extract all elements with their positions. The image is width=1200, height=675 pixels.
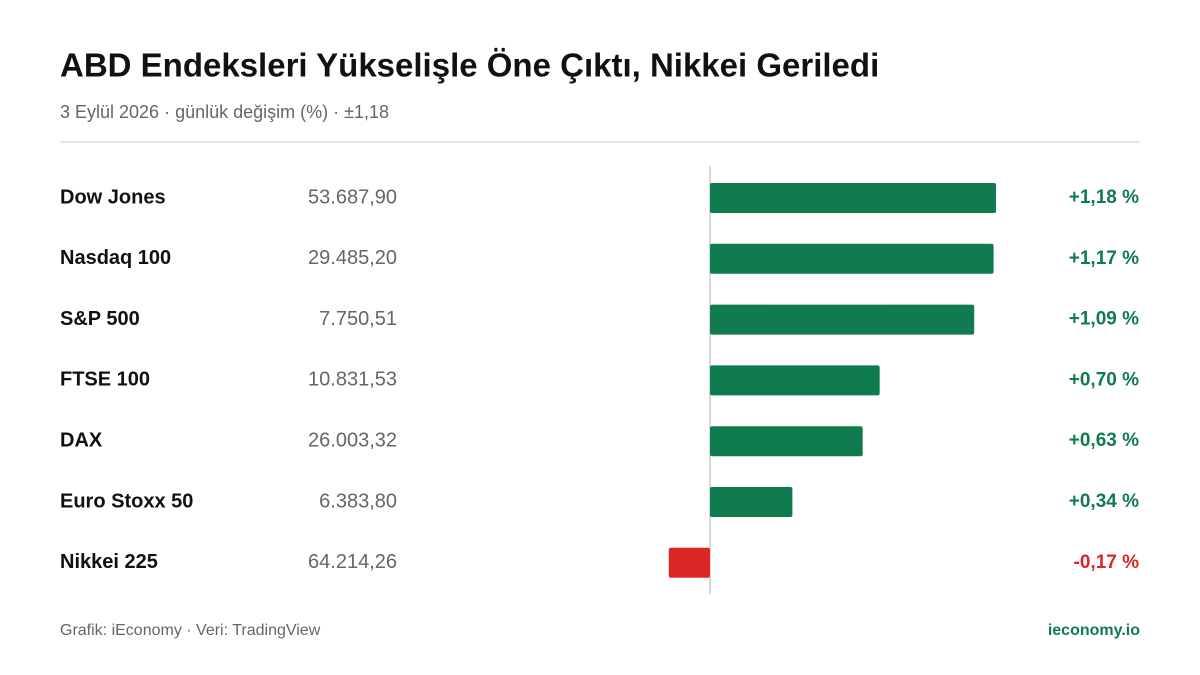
price-label: 29.485,20 [308,247,397,269]
value-label: -0,17 % [1074,552,1140,573]
bar [710,487,793,517]
bar [710,243,994,274]
price-label: 10.831,53 [308,369,397,391]
price-label: 53.687,90 [308,186,397,208]
category-label: S&P 500 [60,308,140,330]
category-label: Nikkei 225 [60,551,158,573]
category-label: DAX [60,429,103,451]
category-label: FTSE 100 [60,369,150,391]
bar [710,365,880,396]
brand: ieconomy.io [1048,622,1140,639]
bar [710,426,863,457]
bar [710,304,975,335]
category-label: Nasdaq 100 [60,247,171,269]
source-note: Grafik: iEconomy · Veri: TradingView [60,622,321,639]
value-label: +0,70 % [1069,369,1139,390]
price-label: 64.214,26 [308,551,397,573]
value-label: +1,18 % [1069,187,1139,208]
value-label: +0,63 % [1069,430,1139,451]
price-label: 26.003,32 [308,429,397,451]
value-label: +1,09 % [1069,309,1139,330]
bar [710,183,996,213]
category-label: Euro Stoxx 50 [60,490,193,512]
value-label: +1,17 % [1069,248,1139,269]
chart-title: ABD Endeksleri Yükselişle Öne Çıktı, Nik… [60,47,879,84]
price-label: 6.383,80 [319,490,397,512]
bar [668,547,710,578]
chart-subtitle: 3 Eylül 2026 · günlük değişim (%) · ±1,1… [60,102,389,122]
category-label: Dow Jones [60,186,166,208]
value-label: +0,34 % [1069,491,1139,512]
price-label: 7.750,51 [319,308,397,330]
